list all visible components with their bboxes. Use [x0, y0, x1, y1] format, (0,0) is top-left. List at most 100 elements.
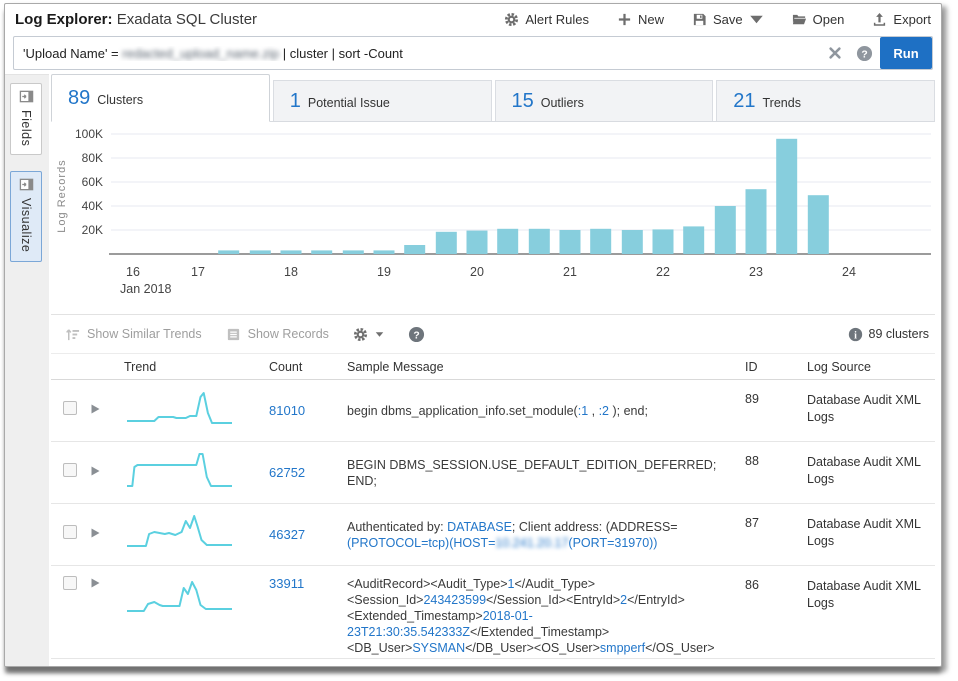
message-field-value[interactable]: :1	[577, 403, 589, 418]
message-field-value[interactable]: 243423599	[423, 593, 487, 607]
query-input[interactable]: 'Upload Name' = redacted_upload_name.zip…	[14, 46, 821, 61]
tab-label: Clusters	[97, 93, 144, 107]
message-field-value[interactable]: 2	[620, 593, 628, 607]
tab-clusters[interactable]: 89 Clusters	[51, 74, 270, 122]
chart-bar	[559, 230, 581, 254]
tab-count: 1	[289, 89, 301, 112]
expand-triangle-icon[interactable]	[89, 403, 101, 415]
message-field-value[interactable]: SYSMAN	[412, 641, 466, 655]
table-row: 33911 <AuditRecord><Audit_Type>1</Audit_…	[51, 566, 935, 659]
alert-rules-button[interactable]: Alert Rules	[504, 12, 589, 27]
expand-triangle-icon[interactable]	[89, 577, 101, 589]
chart-bar	[435, 231, 457, 254]
main-panel: 89 Clusters 1 Potential Issue 15 Outlier…	[49, 74, 941, 666]
tab-count: 15	[511, 89, 534, 112]
svg-text:100K: 100K	[75, 127, 103, 141]
alert-rules-label: Alert Rules	[525, 11, 589, 27]
fields-tab-label: Fields	[19, 110, 33, 147]
message-text: </Extended_Timestamp><DB_User>	[347, 625, 610, 655]
table-row: 62752 BEGIN DBMS_SESSION.USE_DEFAULT_EDI…	[51, 442, 935, 504]
message-field-value[interactable]: 1	[507, 577, 515, 591]
clusters-count-label: 89 clusters	[868, 327, 929, 341]
show-records-label: Show Records	[247, 327, 329, 341]
row-checkbox[interactable]	[63, 401, 77, 415]
count-link[interactable]: 46327	[269, 527, 306, 542]
trend-sparkline	[126, 581, 233, 612]
show-records-button[interactable]: Show Records	[226, 327, 329, 342]
tab-trends[interactable]: 21 Trends	[716, 80, 935, 121]
message-text: begin dbms_application_info.set_module(	[347, 403, 578, 418]
sample-message: <AuditRecord><Audit_Type>1</Audit_Type><…	[347, 576, 745, 656]
app-window: Log Explorer: Exadata SQL Cluster Alert …	[4, 3, 942, 667]
gear-icon	[353, 327, 368, 342]
query-help-button[interactable]	[856, 45, 873, 62]
clear-query-button[interactable]	[828, 46, 842, 60]
chart-bar	[776, 138, 798, 254]
sidebar-tab-fields[interactable]: Fields	[10, 83, 42, 156]
message-field-value[interactable]: 2018-01-23T21:30:35.542333Z	[347, 609, 533, 639]
records-list-icon	[226, 327, 241, 342]
query-redacted-text: redacted_upload_name.zip	[122, 45, 280, 61]
gear-icon	[504, 12, 519, 27]
chevron-down-icon[interactable]	[749, 12, 764, 27]
new-label: New	[637, 11, 664, 27]
query-bar[interactable]: 'Upload Name' = redacted_upload_name.zip…	[13, 36, 933, 70]
svg-text:40K: 40K	[82, 199, 103, 213]
tab-potential-issue[interactable]: 1 Potential Issue	[272, 80, 492, 121]
result-tabs: 89 Clusters 1 Potential Issue 15 Outlier…	[51, 74, 935, 122]
message-text: </OS_User>	[645, 641, 715, 655]
search-bar-wrap: 'Upload Name' = redacted_upload_name.zip…	[5, 34, 941, 74]
sidebar-tab-visualize[interactable]: Visualize	[10, 171, 42, 262]
message-field-value[interactable]: smpperf	[599, 641, 646, 655]
chevron-down-icon[interactable]	[375, 331, 384, 338]
svg-text:23: 23	[749, 265, 763, 279]
log-source: Database Audit XML Logs	[807, 579, 921, 610]
open-button[interactable]: Open	[792, 12, 844, 27]
results-panel: Show Similar Trends Show Records	[51, 314, 935, 659]
page-title-context: Exadata SQL Cluster	[116, 10, 258, 28]
log-records-chart: 20K 40K 60K 80K 100K 16 17 18 19 20 21 22 23 24 Jan 20…	[56, 127, 931, 296]
count-link[interactable]: 33911	[269, 576, 305, 591]
message-field-value[interactable]: (PORT=31970))	[568, 535, 658, 550]
tab-label: Potential Issue	[307, 96, 390, 110]
sample-message: begin dbms_application_info.set_module(:…	[347, 403, 745, 419]
count-link[interactable]: 62752	[269, 465, 306, 480]
tab-count: 89	[68, 86, 91, 109]
message-field-value[interactable]: (PROTOCOL=tcp)(HOST=	[347, 535, 496, 550]
message-field-value[interactable]: DATABASE	[447, 519, 512, 534]
message-text: ); end;	[609, 403, 648, 418]
run-button[interactable]: Run	[880, 37, 932, 69]
row-checkbox[interactable]	[63, 463, 77, 477]
save-button[interactable]: Save	[692, 12, 764, 27]
message-text: </DB_User><OS_User>	[465, 641, 600, 655]
cluster-id: 87	[745, 516, 759, 530]
row-checkbox[interactable]	[63, 576, 77, 590]
expand-triangle-icon[interactable]	[89, 527, 101, 539]
toolbar-help-button[interactable]	[408, 326, 425, 343]
chart-bar	[404, 245, 426, 254]
svg-text:Log Records: Log Records	[56, 159, 68, 232]
count-link[interactable]: 81010	[269, 403, 306, 418]
options-gear-button[interactable]	[353, 327, 384, 342]
show-similar-trends-button[interactable]: Show Similar Trends	[65, 327, 202, 342]
message-field-value[interactable]: :2	[598, 403, 610, 418]
new-button[interactable]: New	[617, 12, 664, 27]
col-header-id: ID	[745, 359, 758, 374]
visualize-tab-label: Visualize	[19, 198, 33, 253]
col-header-message: Sample Message	[347, 359, 444, 374]
chart-bar	[280, 250, 302, 254]
row-checkbox[interactable]	[63, 525, 77, 539]
export-button[interactable]: Export	[872, 12, 931, 27]
left-sidebar: Fields Visualize	[5, 74, 49, 666]
chart-bar	[218, 250, 240, 254]
tab-outliers[interactable]: 15 Outliers	[494, 80, 714, 121]
panel-expand-icon	[19, 177, 34, 192]
expand-triangle-icon[interactable]	[89, 465, 101, 477]
trend-cell	[119, 387, 269, 434]
svg-text:Jan 2018: Jan 2018	[120, 282, 171, 296]
table-header: Trend Count Sample Message ID Log Source	[51, 353, 935, 380]
save-icon	[692, 12, 707, 27]
trend-cell	[119, 576, 269, 623]
tab-count: 21	[733, 89, 756, 112]
page-title-app: Log Explorer:	[15, 10, 113, 28]
